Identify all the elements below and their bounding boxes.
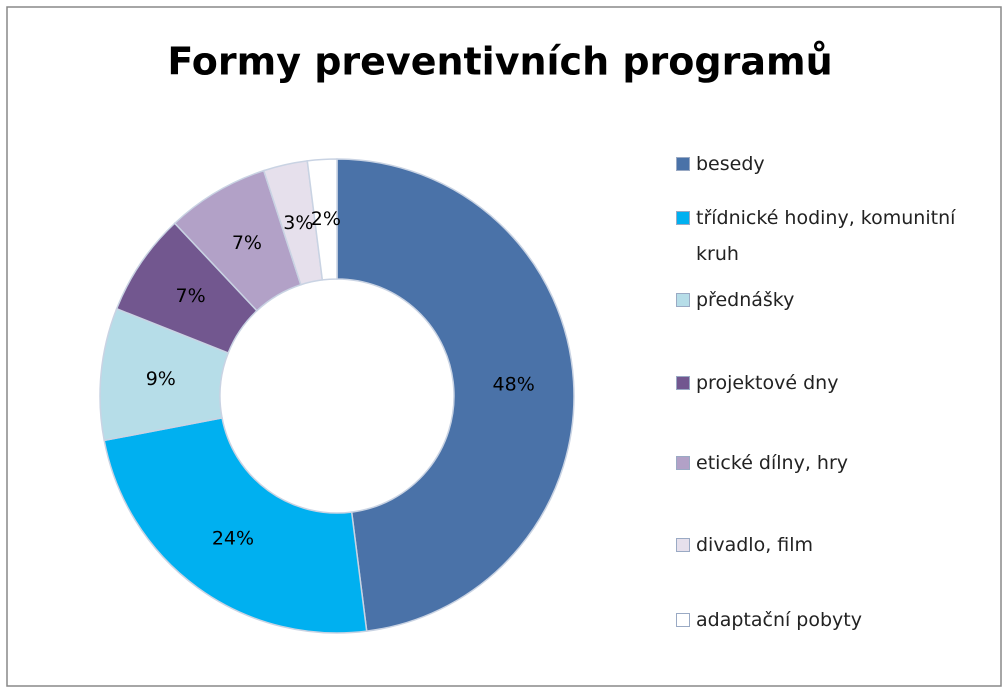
data-label: 48% <box>493 373 535 395</box>
legend-label: etické dílny, hry <box>696 452 848 474</box>
legend-label: besedy <box>696 153 765 175</box>
legend-label: divadlo, film <box>696 534 814 556</box>
legend-swatch <box>676 456 690 470</box>
data-label: 2% <box>311 208 341 230</box>
donut-slice <box>103 417 368 634</box>
data-label: 24% <box>212 528 254 550</box>
legend-swatch <box>676 376 690 390</box>
legend-item: projektové dny <box>676 365 976 401</box>
legend-item: etické dílny, hry <box>676 445 976 481</box>
legend-item: adaptační pobyty <box>676 602 976 638</box>
legend-item: třídnické hodiny, komunitní kruh <box>676 200 976 272</box>
legend-item: divadlo, film <box>676 527 976 563</box>
data-label: 7% <box>232 232 262 254</box>
chart-title: Formy preventivních programů <box>167 40 832 84</box>
donut-slice <box>306 158 338 281</box>
legend-swatch <box>676 613 690 627</box>
legend-label: projektové dny <box>696 372 839 394</box>
legend-swatch <box>676 538 690 552</box>
data-label: 7% <box>176 285 206 307</box>
legend-label: adaptační pobyty <box>696 609 862 631</box>
legend-item: přednášky <box>676 282 976 318</box>
legend-label: přednášky <box>696 289 795 311</box>
legend-swatch <box>676 293 690 307</box>
legend-swatch <box>676 211 690 225</box>
data-label: 3% <box>283 212 313 234</box>
data-label: 9% <box>146 368 176 390</box>
legend-label: třídnické hodiny, komunitní kruh <box>696 207 956 265</box>
legend-swatch <box>676 157 690 171</box>
donut-slice <box>336 158 575 632</box>
legend-item: besedy <box>676 146 976 182</box>
